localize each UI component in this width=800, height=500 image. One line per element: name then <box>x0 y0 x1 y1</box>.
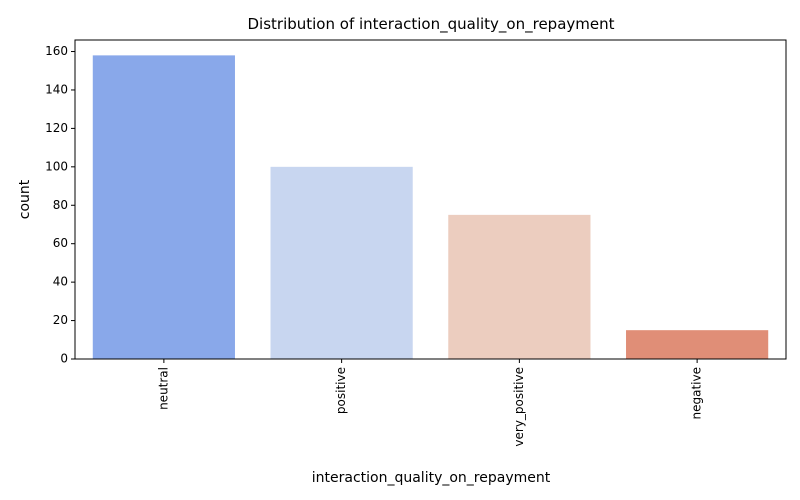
y-tick-label: 40 <box>53 275 68 289</box>
x-axis: neutral positive very_positive negative <box>156 359 704 447</box>
y-tick-label: 100 <box>45 159 68 173</box>
x-axis-label: interaction_quality_on_repayment <box>312 470 551 486</box>
y-tick-label: 0 <box>60 352 68 366</box>
y-tick-label: 120 <box>45 121 68 135</box>
bars-group <box>92 55 769 359</box>
y-tick-label: 140 <box>45 82 68 96</box>
bar-very_positive <box>448 214 591 359</box>
y-tick-label: 20 <box>53 313 68 327</box>
chart-title: Distribution of interaction_quality_on_r… <box>247 15 614 34</box>
plot-frame <box>74 39 787 360</box>
y-tick-label: 80 <box>53 198 68 212</box>
y-axis-label: count <box>17 179 33 219</box>
y-tick-label: 160 <box>45 44 68 58</box>
bar-neutral <box>92 55 235 359</box>
x-tick-label: negative <box>690 367 704 419</box>
x-tick-label: positive <box>334 367 348 414</box>
bar-negative <box>626 330 769 359</box>
y-axis: 0 20 40 60 80 100 120 140 160 <box>45 44 75 366</box>
bar-positive <box>270 166 413 359</box>
y-tick-label: 60 <box>53 236 68 250</box>
x-tick-label: neutral <box>156 367 170 410</box>
x-tick-label: very_positive <box>512 367 526 447</box>
